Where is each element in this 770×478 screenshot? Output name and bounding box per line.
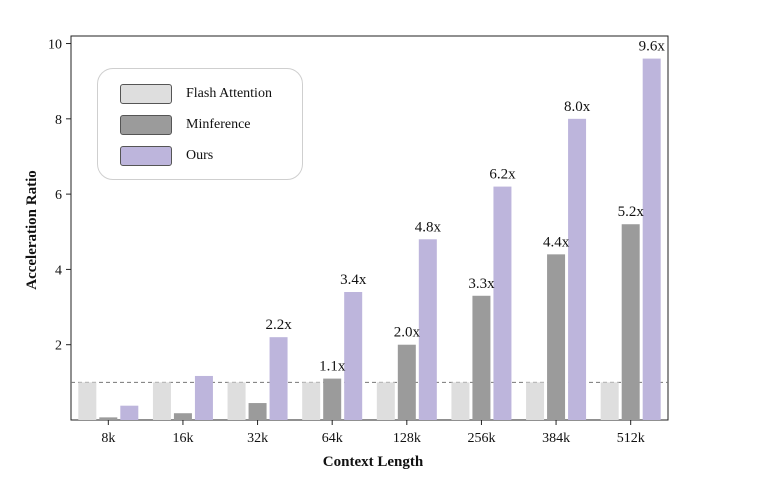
legend-label-minference: Minference [186,117,251,132]
bar-ours [120,405,139,420]
bar-minference [547,254,566,420]
plot-frame [70,35,669,421]
bar-ours [493,186,512,420]
data-label: 5.2x [618,204,645,220]
bar-ours [418,239,437,420]
bar-minference [248,403,267,420]
data-label: 1.1x [319,359,346,375]
bar-ours [194,375,213,420]
y-tick-label: 4 [55,263,62,278]
y-tick-label: 2 [55,339,62,354]
data-label: 8.0x [564,99,591,115]
x-tick-label: 8k [101,431,115,446]
x-tick-label: 128k [393,431,421,446]
legend-item-flash-attention: Flash Attention [120,83,272,105]
y-tick-label: 10 [48,38,62,53]
x-tick-label: 512k [617,431,645,446]
x-tick-label: 64k [322,431,343,446]
bar-flash-attention [78,382,97,420]
data-label: 3.4x [340,272,367,288]
data-label: 9.6x [639,39,666,55]
y-axis-label: Acceleration Ratio [24,170,40,290]
x-tick-label: 16k [172,431,193,446]
bar-flash-attention [600,382,619,420]
bar-ours [344,292,363,420]
bar-minference [621,224,640,420]
legend: Flash Attention Minference Ours [97,68,303,180]
data-label: 6.2x [489,167,516,183]
data-label: 2.2x [265,317,292,333]
bar-minference [323,378,342,420]
legend-swatch-flash-attention [120,84,172,104]
bar-flash-attention [227,382,246,420]
data-label: 4.8x [415,219,442,235]
x-tick-label: 256k [467,431,495,446]
bar-minference [397,344,416,420]
legend-label-ours: Ours [186,148,214,163]
bar-ours [642,58,661,421]
x-tick-label: 384k [542,431,570,446]
bar-minference [99,417,118,420]
bar-flash-attention [302,382,321,420]
y-tick-label: 6 [55,188,62,203]
y-tick-label: 8 [55,113,62,128]
bar-flash-attention [451,382,470,420]
bar-ours [568,118,587,420]
data-label: 4.4x [543,234,570,250]
legend-label-flash-attention: Flash Attention [186,86,272,101]
x-axis-label: Context Length [323,454,424,470]
axes: 2 4 6 8 10 8k 16k 32k 64k 128k 256k 384k 512k [48,35,669,446]
bar-minference [173,413,192,420]
x-tick-label: 32k [247,431,268,446]
bar-flash-attention [152,382,171,420]
bar-flash-attention [376,382,395,420]
bars [78,58,661,421]
legend-swatch-minference [120,115,172,135]
bar-minference [472,295,491,420]
bar-flash-attention [526,382,545,420]
data-label: 2.0x [394,325,421,341]
legend-item-minference: Minference [120,114,251,136]
legend-swatch-ours [120,146,172,166]
data-labels: 2.2x 1.1x 3.4x 2.0x 4.8x 3.3x 6.2x 4.4x 8.0x 5.2x… [265,39,665,375]
bar-ours [269,337,288,420]
data-label: 3.3x [468,276,495,292]
legend-item-ours: Ours [120,145,213,167]
